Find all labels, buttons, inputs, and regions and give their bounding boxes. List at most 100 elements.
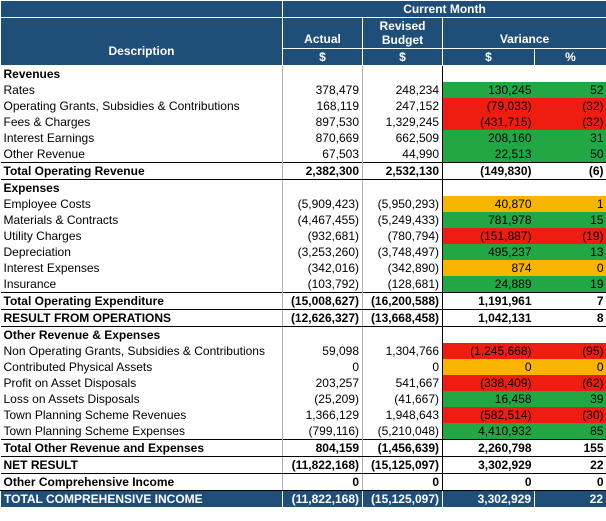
row-actual: 2,382,300	[282, 162, 363, 180]
row-budget	[362, 65, 443, 82]
row-label: Loss on Assets Disposals	[3, 391, 140, 406]
row-percent: 19	[534, 276, 606, 293]
table-row: Town Planning Scheme Expenses (799,116) (5…	[1, 423, 606, 440]
header-blank	[0, 0, 283, 18]
row-variance: (338,409)	[442, 375, 535, 391]
row-actual: 1,366,129	[282, 407, 363, 423]
row-label: Total Operating Expenditure	[0, 292, 283, 310]
row-actual: 203,257	[282, 375, 363, 391]
row-budget: 44,990	[362, 146, 443, 163]
row-label: Expenses	[3, 180, 60, 195]
row-percent: 1	[534, 196, 606, 212]
row-variance: 24,889	[442, 276, 535, 293]
row-percent: 0	[534, 473, 606, 491]
row-label: RESULT FROM OPERATIONS	[0, 309, 283, 327]
row-actual: 59,098	[282, 343, 363, 359]
row-percent: 31	[534, 130, 606, 146]
row-actual: (12,626,327)	[282, 309, 363, 327]
total-row: NET RESULT (11,822,168) (15,125,097) 3,302,…	[0, 456, 606, 474]
row-actual: 0	[282, 473, 363, 491]
row-budget	[362, 326, 443, 343]
row-budget: (342,890)	[362, 260, 443, 276]
row-label: Depreciation	[3, 244, 71, 259]
row-actual: (932,681)	[282, 228, 363, 244]
row-budget: 1,329,245	[362, 114, 443, 130]
financial-summary-table: Current Month Description Actual Revised…	[0, 0, 606, 508]
row-percent: 39	[534, 391, 606, 407]
row-budget: (5,950,293)	[362, 196, 443, 212]
row-budget: (780,794)	[362, 228, 443, 244]
table-row: Profit on Asset Disposals 203,257 541,667(…	[1, 375, 606, 391]
row-label: Non Operating Grants, Subsidies & Contri…	[3, 343, 265, 358]
row-budget: 1,304,766	[362, 343, 443, 359]
header-revised-budget: Revised Budget	[362, 17, 443, 49]
row-variance: 3,302,929	[442, 456, 535, 474]
table-row: Loss on Assets Disposals (25,209) (41,667)…	[1, 391, 606, 407]
total-row: RESULT FROM OPERATIONS (12,626,327) (13,66…	[0, 309, 606, 327]
row-actual: (3,253,260)	[282, 244, 363, 260]
row-actual: (15,008,627)	[282, 292, 363, 310]
table-row: Non Operating Grants, Subsidies & Contri…	[1, 343, 606, 359]
row-label: Total Other Revenue and Expenses	[0, 439, 283, 457]
row-actual: (342,016)	[282, 260, 363, 276]
row-label: Total Operating Revenue	[0, 162, 283, 180]
row-budget: 2,532,130	[362, 162, 443, 180]
row-variance: 874	[442, 260, 535, 276]
row-label: Interest Earnings	[3, 130, 95, 145]
table-row: Interest Expenses (342,016) (342,890) 874 0	[1, 260, 606, 276]
header-actual: Actual	[282, 17, 363, 49]
row-variance	[442, 179, 535, 196]
table-row: Fees & Charges 897,530 1,329,245 (431,715)(…	[1, 114, 606, 130]
row-percent: (62)	[534, 375, 606, 391]
total-row: Other Comprehensive Income 0 0 0 0	[0, 473, 606, 491]
row-actual	[282, 65, 363, 82]
row-budget: 541,667	[362, 375, 443, 391]
row-actual: 0	[282, 359, 363, 375]
row-actual: (103,792)	[282, 276, 363, 293]
row-label: NET RESULT	[0, 456, 283, 474]
table-row: Depreciation (3,253,260) (3,748,497) 495,23…	[1, 244, 606, 260]
row-label: Operating Grants, Subsidies & Contributi…	[3, 98, 240, 113]
row-actual: (4,467,455)	[282, 212, 363, 228]
row-budget: (128,681)	[362, 276, 443, 293]
row-variance: 495,237	[442, 244, 535, 260]
header-variance: Variance	[441, 17, 606, 49]
row-label: Rates	[3, 82, 35, 97]
row-actual: (25,209)	[282, 391, 363, 407]
row-percent: 22	[533, 490, 606, 508]
table-body: Revenues Rates 378,479 248,234 130,245 52 Oper…	[0, 65, 606, 508]
row-variance: (582,514)	[442, 407, 535, 423]
total-row: Total Operating Expenditure (15,008,627)(…	[0, 292, 606, 310]
row-percent: (32)	[534, 98, 606, 114]
row-label: Fees & Charges	[3, 114, 91, 129]
row-percent: 85	[534, 423, 606, 440]
row-budget: (15,125,097)	[362, 490, 443, 508]
header-description: Description	[0, 17, 283, 66]
row-actual	[282, 179, 363, 196]
table-row: Contributed Physical Assets 0 0 0 0	[1, 359, 606, 375]
row-variance: 22,513	[442, 146, 535, 163]
row-variance: 0	[442, 473, 535, 491]
row-label: Other Revenue & Expenses	[3, 327, 161, 342]
row-variance: (1,245,668)	[442, 343, 535, 359]
row-budget: 662,509	[362, 130, 443, 146]
row-actual: 378,479	[282, 82, 363, 98]
total-row: Total Other Revenue and Expenses 804,159(…	[0, 439, 606, 457]
row-percent: 52	[534, 82, 606, 98]
row-budget: (5,249,433)	[362, 212, 443, 228]
row-budget: (3,748,497)	[362, 244, 443, 260]
table-row: Employee Costs (5,909,423) (5,950,293) 40,8…	[1, 196, 606, 212]
header-variance-percent: %	[533, 48, 606, 66]
section-header-row: Other Revenue & Expenses	[1, 326, 606, 343]
table-row: Insurance (103,792) (128,681) 24,889 19	[1, 276, 606, 293]
row-budget: 248,234	[362, 82, 443, 98]
row-label: Interest Expenses	[3, 260, 100, 275]
row-actual: 804,159	[282, 439, 363, 457]
row-variance: (151,887)	[442, 228, 535, 244]
header-actual-currency: $	[282, 48, 363, 66]
row-actual: (5,909,423)	[282, 196, 363, 212]
section-header-row: Revenues	[1, 65, 606, 83]
row-percent: 7	[534, 292, 606, 310]
row-percent	[535, 66, 606, 83]
row-percent: (95)	[534, 343, 606, 359]
